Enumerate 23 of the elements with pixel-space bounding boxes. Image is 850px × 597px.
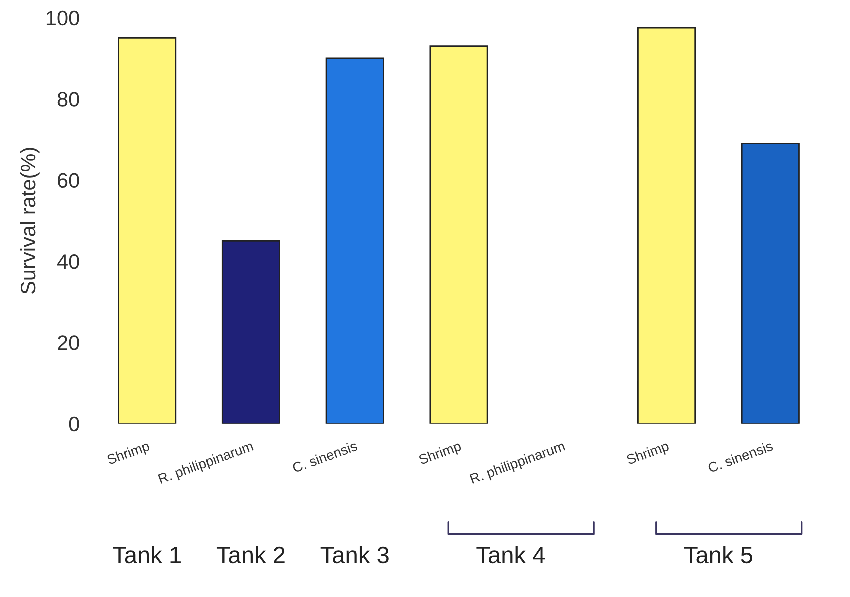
y-axis-title: Survival rate(%): [20, 148, 40, 294]
x-tick-label: Shrimp: [626, 440, 671, 468]
x-tick-label: C. sinensis: [292, 440, 358, 474]
y-tick-label: 80: [58, 92, 80, 107]
y-tick-label: 20: [58, 336, 80, 350]
x-tick-label: Shrimp: [106, 440, 152, 468]
y-tick-label: 60: [58, 173, 80, 188]
text: Tank 3: [320, 546, 389, 564]
bar: [118, 38, 177, 424]
text: Tank 1: [113, 546, 181, 564]
y-tick-label: 40: [57, 254, 80, 270]
y-tick-label: 0: [69, 416, 80, 432]
bar: [741, 143, 800, 424]
bar: [430, 46, 488, 424]
y-tick-label: 100: [46, 10, 80, 26]
bar: [222, 240, 280, 424]
x-tick-label: Shrimp: [418, 440, 463, 468]
x-tick-label: C. sinensis: [708, 440, 774, 474]
bar: [638, 27, 696, 424]
text: Tank 5: [684, 546, 753, 564]
text: Tank 4: [476, 546, 546, 564]
text: Tank 2: [216, 546, 285, 564]
bar: [326, 58, 384, 424]
